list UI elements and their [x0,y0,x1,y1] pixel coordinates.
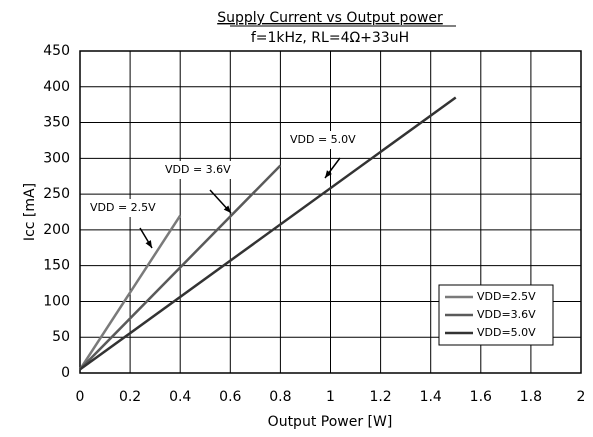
legend-label: VDD=5.0V [477,326,536,339]
legend-label: VDD=3.6V [477,308,536,321]
annotation-bg [87,199,159,217]
series-line [78,214,182,371]
x-tick-label: 0.4 [169,389,191,405]
x-tick-label: 0.8 [269,389,291,405]
chart-subtitle: f=1kHz, RL=4Ω+33uH [251,30,409,46]
x-tick-label: 1 [326,389,335,405]
x-tick-label: 2 [577,389,586,405]
x-tick-label: 0.2 [119,389,141,405]
x-tick-label: 0.6 [219,389,241,405]
annotation-bg [162,161,234,179]
annotation-bg [287,131,359,149]
y-tick-label: 350 [43,115,70,131]
y-tick-label: 0 [61,365,70,381]
series-line [79,96,457,371]
arrow-head [223,205,231,213]
y-tick-label: 100 [43,293,70,309]
y-tick-label: 400 [43,79,70,95]
y-tick-label: 250 [43,186,70,202]
x-tick-label: 0 [76,389,85,405]
y-tick-label: 300 [43,150,70,166]
y-tick-label: 450 [43,43,70,59]
y-tick-label: 50 [52,329,70,345]
x-tick-label: 1.8 [520,389,542,405]
y-tick-label: 150 [43,258,70,274]
arrow-head [325,170,332,178]
chart-title: Supply Current vs Output power [217,10,443,26]
y-tick-label: 200 [43,222,70,238]
x-tick-label: 1.2 [369,389,391,405]
x-tick-label: 1.4 [420,389,442,405]
arrow-head [145,240,152,248]
plot-frame [79,50,582,374]
annotation: VDD = 3.6V [165,163,231,176]
legend-label: VDD=2.5V [477,290,536,303]
series-line [79,164,282,371]
annotation: VDD = 5.0V [290,133,356,146]
annotation: VDD = 2.5V [90,201,156,214]
x-axis-label: Output Power [W] [268,414,393,430]
x-tick-label: 1.6 [470,389,492,405]
y-axis-label: Icc [mA] [22,183,38,241]
